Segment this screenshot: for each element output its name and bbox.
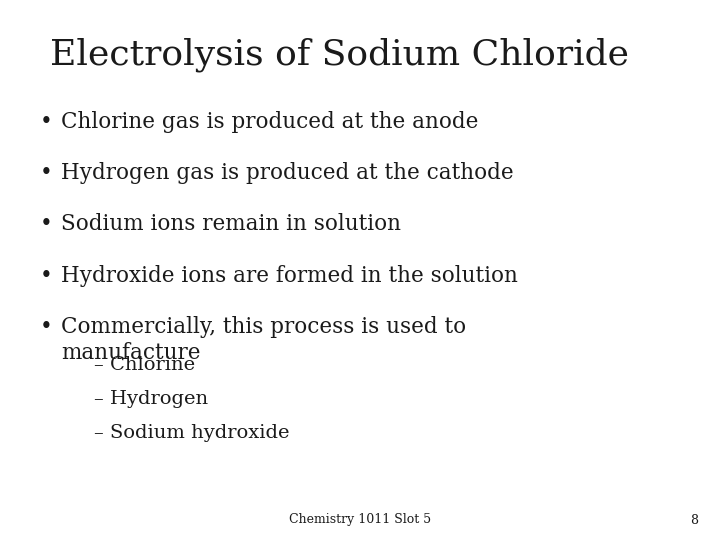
Text: 8: 8 <box>690 514 698 526</box>
Text: Chemistry 1011 Slot 5: Chemistry 1011 Slot 5 <box>289 514 431 526</box>
Text: Hydrogen gas is produced at the cathode: Hydrogen gas is produced at the cathode <box>61 162 514 184</box>
Text: – Sodium hydroxide: – Sodium hydroxide <box>94 424 289 442</box>
Text: •: • <box>40 316 53 338</box>
Text: •: • <box>40 265 53 287</box>
Text: – Hydrogen: – Hydrogen <box>94 390 208 408</box>
Text: Sodium ions remain in solution: Sodium ions remain in solution <box>61 213 401 235</box>
Text: •: • <box>40 111 53 133</box>
Text: Electrolysis of Sodium Chloride: Electrolysis of Sodium Chloride <box>50 38 629 72</box>
Text: •: • <box>40 213 53 235</box>
Text: •: • <box>40 162 53 184</box>
Text: Hydroxide ions are formed in the solution: Hydroxide ions are formed in the solutio… <box>61 265 518 287</box>
Text: – Chlorine: – Chlorine <box>94 356 194 374</box>
Text: Commercially, this process is used to
manufacture: Commercially, this process is used to ma… <box>61 316 467 364</box>
Text: Chlorine gas is produced at the anode: Chlorine gas is produced at the anode <box>61 111 479 133</box>
